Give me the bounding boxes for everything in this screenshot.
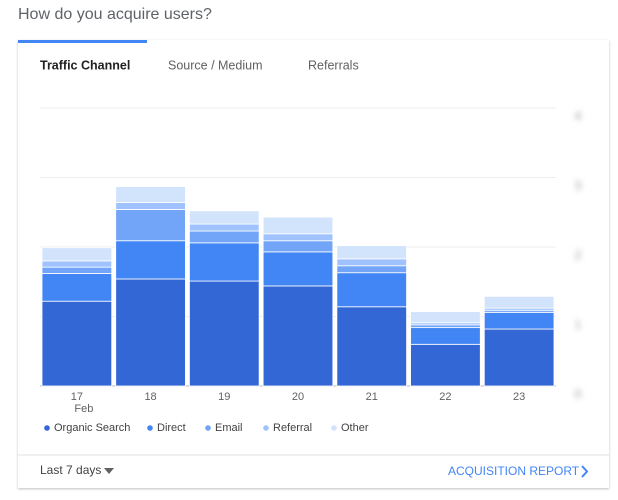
bar-segment: [410, 343, 481, 387]
x-tick-label: 20: [292, 391, 304, 403]
legend-swatch: [147, 425, 153, 431]
bar-segment: [115, 278, 186, 387]
bar-segment: [41, 260, 113, 268]
y-tick-label: 1: [575, 318, 582, 332]
bar-segment: [262, 251, 334, 287]
bar-segment: [189, 223, 260, 232]
bar-segment: [483, 328, 555, 387]
x-month-label: Feb: [74, 403, 93, 415]
x-tick-label: 23: [513, 391, 525, 403]
x-tick-label: 17: [71, 391, 83, 403]
bar-segment: [336, 258, 407, 267]
legend-label: Organic Search: [54, 422, 130, 434]
bar-segment: [189, 210, 260, 225]
legend-label: Other: [341, 422, 369, 434]
bar-segment: [336, 272, 407, 308]
bar-segment: [336, 245, 407, 260]
legend-swatch: [331, 425, 337, 431]
bar-segment: [189, 280, 260, 387]
tab[interactable]: Referrals: [308, 58, 359, 72]
bar-segment: [336, 265, 407, 274]
y-tick-label: 2: [575, 248, 582, 262]
legend-label: Email: [215, 422, 243, 434]
tab-indicator: [18, 40, 147, 43]
bar-segment: [115, 202, 186, 210]
bar-segment: [41, 273, 113, 302]
bar-segment: [115, 240, 186, 280]
y-tick-label: 3: [575, 179, 582, 193]
legend-swatch: [263, 425, 269, 431]
legend-swatch: [205, 425, 211, 431]
y-tick-label: 4: [575, 109, 582, 123]
bar-segment: [336, 306, 407, 387]
bar-segment: [115, 186, 186, 203]
date-range[interactable]: Last 7 days: [40, 463, 101, 477]
bar-segment: [41, 266, 113, 274]
bar-segment: [262, 216, 334, 235]
legend-label: Direct: [157, 422, 186, 434]
tab[interactable]: Traffic Channel: [40, 58, 130, 72]
bar-segment: [262, 233, 334, 242]
report-link[interactable]: ACQUISITION REPORT: [448, 464, 580, 478]
legend-label: Referral: [273, 422, 312, 434]
bar-segment: [189, 242, 260, 282]
y-tick-label: 0: [575, 387, 582, 401]
tab[interactable]: Source / Medium: [168, 58, 262, 72]
page-heading: How do you acquire users?: [18, 6, 212, 23]
x-tick-label: 19: [218, 391, 230, 403]
bar-segment: [410, 324, 481, 329]
bar-segment: [483, 311, 555, 330]
x-tick-label: 21: [366, 391, 378, 403]
bar-segment: [262, 240, 334, 253]
bar-segment: [262, 285, 334, 387]
bar-segment: [115, 209, 186, 242]
chevron: [581, 465, 589, 478]
dropdown-arrow: [104, 468, 114, 474]
bar-segment: [41, 300, 113, 387]
legend-swatch: [44, 425, 50, 431]
x-tick-label: 22: [439, 391, 451, 403]
bar-segment: [189, 230, 260, 244]
bar-segment: [41, 247, 113, 262]
bar-segment: [410, 327, 481, 345]
bar-segment: [410, 311, 481, 324]
bar-segment: [483, 295, 555, 309]
x-tick-label: 18: [144, 391, 156, 403]
